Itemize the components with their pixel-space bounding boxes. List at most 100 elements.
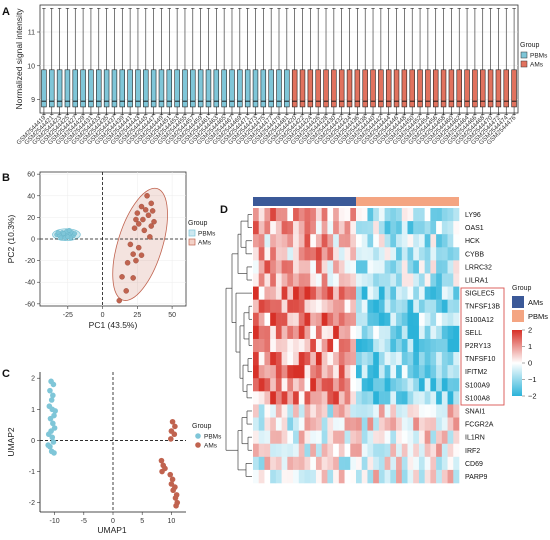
heatmap-cell [281,365,288,379]
heatmap-cell [378,365,385,379]
heatmap-cell [327,208,334,222]
heatmap-cell [344,221,351,235]
heatmap-cell [275,234,282,248]
heatmap-cell [304,247,311,261]
heatmap-cell [413,417,420,431]
heatmap-cell [321,312,328,327]
heatmap-cell [304,208,311,222]
heatmap-cell [253,234,260,248]
heatmap-cell [287,404,294,418]
heatmap-cell [253,365,260,379]
heatmap-cell [396,234,403,248]
heatmap-cell [378,391,385,405]
heatmap-cell [413,338,420,353]
heatmap-cell [441,443,448,458]
heatmap-cell [384,312,391,327]
heatmap-cell [453,417,460,431]
panel-d-legend-pbms-swatch [512,310,524,322]
heatmap-cell [275,338,282,353]
heatmap-cell [321,299,328,314]
heatmap-cell [356,260,363,274]
gene-label-parp9: PARP9 [465,474,488,481]
heatmap-cell [407,365,414,379]
box-GSM2544477 [268,69,274,108]
heatmap-cell [264,273,271,287]
heatmap-cell [321,247,328,261]
heatmap-cell [333,365,340,379]
heatmap-cell [350,221,357,235]
heatmap-cell [338,221,345,235]
heatmap-cell [281,273,288,287]
heatmap-cell [304,391,311,405]
heatmap-cell [333,404,340,418]
heatmap-cell [407,221,414,235]
heatmap-cell [304,456,311,471]
point-pbms [48,397,55,403]
panel-label-c: C [2,368,10,380]
heatmap-cell [338,404,345,418]
heatmap-cell [441,299,448,314]
heatmap-cell [327,469,334,484]
heatmap-cell [350,208,357,222]
heatmap-cell [413,469,420,484]
heatmap-cell [384,443,391,458]
ellipse-ams [112,187,168,301]
box-GSM2544462 [456,69,462,108]
box-GSM2544459 [197,69,204,108]
heatmap-cell [253,417,260,431]
heatmap-cell [436,338,443,353]
heatmap-cell [344,378,351,392]
panel-b-legend-ams-swatch [188,238,196,246]
heatmap-cell [447,260,454,274]
heatmap-cell [407,417,414,431]
heatmap-cell [338,365,345,379]
heatmap-cell [298,430,305,445]
heatmap-cell [407,234,414,248]
heatmap-cell [384,378,391,392]
heatmap-cell [418,417,425,431]
heatmap-cell [333,260,340,274]
box-GSM2544429 [80,69,86,108]
heatmap-cell [361,260,368,274]
heatmap-cell [361,312,368,327]
heatmap-cell [253,456,260,471]
heatmap-cell [447,404,454,418]
gene-label-tnfsf10: TNFSF10 [465,356,495,363]
heatmap-cell [293,312,300,327]
heatmap-cell [453,325,460,340]
heatmap-cell [373,456,380,471]
heatmap-cell [310,404,317,418]
heatmap-cell [447,443,454,458]
heatmap-cell [453,365,460,379]
panel-d-legend: Group AMs PBMs 2 1 0 −1 −2 [512,285,548,401]
heatmap-cell [430,299,437,314]
heatmap-cell [430,273,437,287]
heatmap-cell [361,417,368,431]
heatmap-cell [367,247,374,261]
panel-b-ytick-label: -40 [25,280,35,287]
panel-b-ytick-label: -20 [25,258,35,265]
heatmap-cell [281,352,288,366]
heatmap-cell [401,260,408,274]
heatmap-cell [424,208,431,222]
heatmap-cell [407,338,414,353]
heatmap-cell [293,221,300,235]
heatmap-cell [344,234,351,248]
heatmap-cell [304,404,311,418]
heatmap-cell [270,443,277,458]
heatmap-cell [401,208,408,222]
heatmap-cell [264,443,271,458]
heatmap-cell [270,417,277,431]
heatmap-cell [258,325,265,340]
heatmap-cell [293,417,300,431]
heatmap-cell [258,286,265,300]
heatmap-cell [304,325,311,340]
box-GSM2544432 [338,69,345,108]
heatmap-cell [338,208,345,222]
heatmap-cell [253,247,260,261]
heatmap-cell [373,391,380,405]
heatmap-cell [396,430,403,445]
heatmap-cell [253,260,260,274]
point-ams [130,275,136,281]
heatmap-cell [378,260,385,274]
